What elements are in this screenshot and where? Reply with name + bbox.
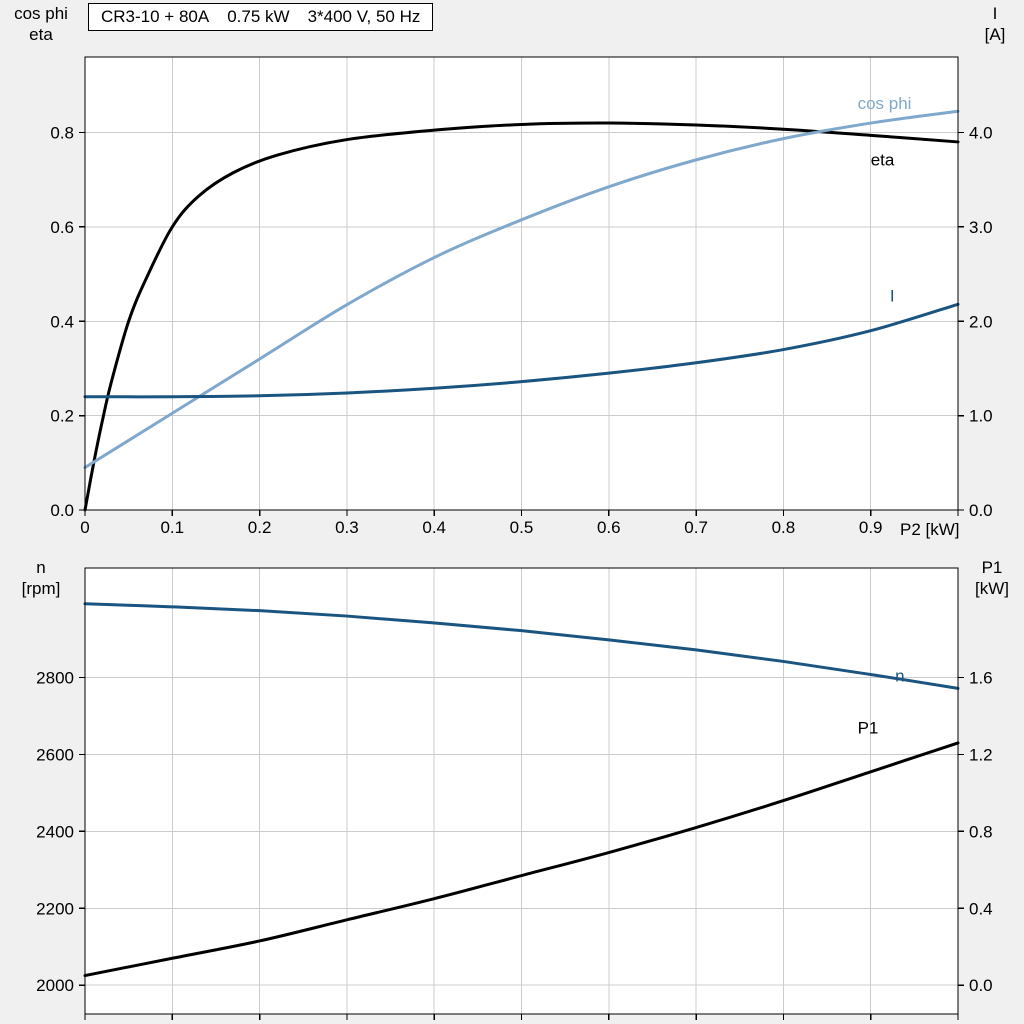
p1-axis-label: P1 [981,558,1003,577]
x-tick-label: 0.9 [859,518,883,537]
speed-axis-label: n [36,558,46,577]
series-curve-P1 [83,741,960,978]
bottom-right-axis-label: P1 [kW] [966,557,1018,599]
x-tick-label: 0.3 [335,518,359,537]
right-tick-label: 4.0 [969,124,993,143]
chart-title-power: 0.75 kW [227,7,290,26]
series-curve-I [83,302,960,399]
series-label-I: I [890,286,895,305]
left-tick-label: 2400 [36,822,74,841]
series-curve-eta [83,121,960,512]
left-tick-label: 2600 [36,745,74,764]
cos-phi-axis-label: cos phi [14,4,68,23]
left-tick-label: 0.6 [50,218,74,237]
right-tick-label: 0.8 [969,822,993,841]
left-tick-label: 0.0 [50,501,74,520]
right-tick-label: 3.0 [969,218,993,237]
left-tick-label: 2800 [36,669,74,688]
p1-axis-unit: [kW] [975,579,1009,598]
top-right-axis-label: I [A] [972,3,1018,45]
right-tick-label: 1.2 [969,745,993,764]
chart-panel-1: 2000 2200 2400 2600 2800 0.0 0.4 0.8 1.2 1.6 n P1 [36,567,993,1020]
left-tick-label: 0.2 [50,407,74,426]
x-tick-label: 0.7 [684,518,708,537]
left-tick-label: 0.8 [50,124,74,143]
x-tick-label: 0.5 [510,518,534,537]
chart-title-voltage: 3*400 V, 50 Hz [307,7,421,26]
eta-axis-label: eta [29,25,53,44]
left-tick-label: 2200 [36,899,74,918]
x-tick-label: 0.2 [248,518,272,537]
right-tick-label: 1.0 [969,407,993,426]
series-curve-cos-phi [83,109,960,470]
x-tick-label: 0.6 [597,518,621,537]
current-axis-unit: [A] [984,25,1006,44]
series-curve-n [83,602,960,690]
left-tick-label: 2000 [36,976,74,995]
series-label-P1: P1 [858,718,879,737]
right-tick-label: 0.4 [969,899,993,918]
chart-title-box: CR3-10 + 80A 0.75 kW 3*400 V, 50 Hz [88,3,434,31]
x-tick-label: 0.4 [422,518,446,537]
x-tick-label: 0.8 [772,518,796,537]
right-tick-label: 2.0 [969,312,993,331]
current-axis-label: I [992,4,998,23]
x-tick-label: 0.1 [160,518,184,537]
chart-panel-0: 0 0.1 0.2 0.3 0.4 0.5 0.6 0.7 0.8 0.9 0.0 0.2 0.4 0.6… [50,56,993,537]
chart-title-model: CR3-10 + 80A [101,7,210,26]
right-tick-label: 1.6 [969,669,993,688]
series-label-n: n [895,666,904,685]
top-left-axis-label: cos phi eta [2,3,80,45]
x-axis-label: P2 [kW] [900,520,960,539]
speed-axis-unit: [rpm] [21,579,61,598]
series-label-cos-phi: cos phi [858,94,912,113]
series-label-eta: eta [871,151,895,170]
left-tick-label: 0.4 [50,312,74,331]
right-tick-label: 0.0 [969,501,993,520]
x-tick-label: 0 [80,518,89,537]
bottom-left-axis-label: n [rpm] [2,557,80,599]
right-tick-label: 0.0 [969,976,993,995]
